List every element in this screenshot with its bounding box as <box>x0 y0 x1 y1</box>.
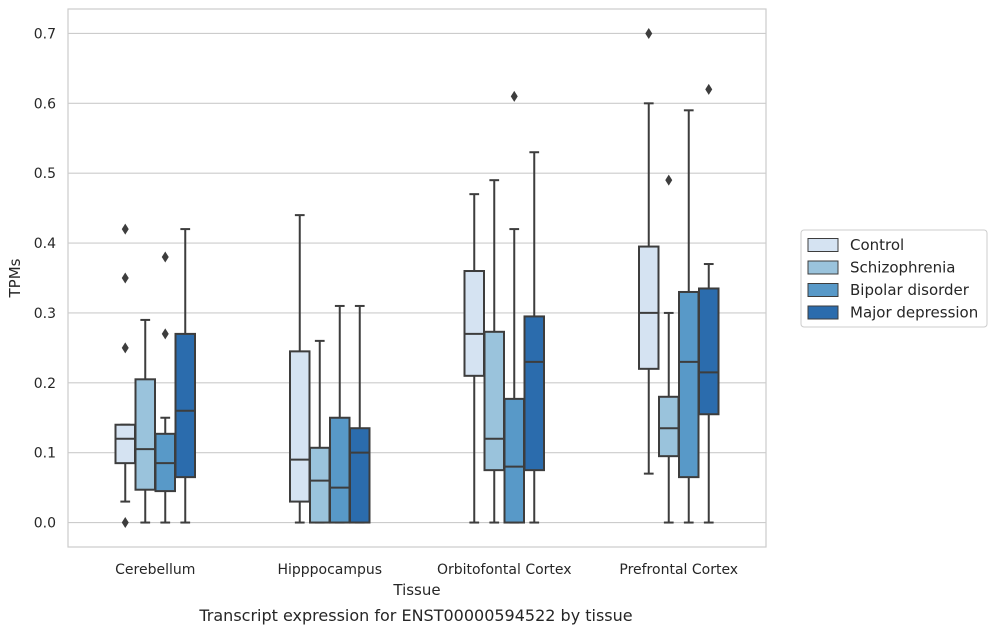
legend-swatch <box>807 260 839 275</box>
box-group <box>503 90 525 524</box>
y-tick-label: 0.6 <box>34 96 56 112</box>
box-iqr <box>114 423 136 465</box>
y-tick-label: 0.2 <box>34 376 56 392</box>
outlier-point <box>665 174 673 186</box>
y-tick-label: 0.1 <box>34 446 56 462</box>
x-tick-labels: Cerebellum Hipppocampus Orbitofontal Corte… <box>115 562 738 578</box>
legend-frame <box>800 229 988 328</box>
box-iqr <box>289 350 311 503</box>
y-tick-label: 0.3 <box>34 306 56 322</box>
outlier-point <box>645 27 653 39</box>
legend-swatch <box>807 238 839 252</box>
outlier-point <box>161 251 169 263</box>
box-group <box>678 109 700 524</box>
box-iqr <box>329 416 351 524</box>
box-group <box>134 318 156 524</box>
legend-swatch <box>807 283 839 297</box>
box-iqr <box>463 270 485 377</box>
outlier-point <box>705 83 713 95</box>
box-group <box>463 193 485 524</box>
box-iqr <box>658 395 680 458</box>
box-group <box>698 83 720 524</box>
legend: Control Schizophrenia Bipolar disorder Majo… <box>800 229 988 328</box>
legend-label: Control <box>850 236 904 254</box>
box-iqr <box>349 427 371 524</box>
box-iqr <box>638 245 660 370</box>
outlier-point <box>121 517 129 529</box>
x-tick-label: Cerebellum <box>115 562 195 578</box>
figure-caption: Transcript expression for ENST0000059452… <box>199 606 633 625</box>
x-tick-label: Orbitofontal Cortex <box>437 562 572 578</box>
outlier-point <box>121 342 129 354</box>
box-group <box>329 304 351 524</box>
y-tick-label: 0.7 <box>34 26 56 42</box>
outlier-point <box>121 223 129 235</box>
box-iqr <box>678 290 700 479</box>
box-iqr <box>134 378 156 491</box>
y-tick-label: 0.0 <box>34 516 56 532</box>
box-group <box>154 251 176 524</box>
x-axis-label: Tissue <box>392 581 440 599</box>
legend-label: Major depression <box>850 304 978 322</box>
box-group <box>483 179 505 524</box>
box-group <box>114 223 136 529</box>
y-tick-label: 0.5 <box>34 166 56 182</box>
box-iqr <box>523 315 545 472</box>
box-iqr <box>174 332 196 479</box>
box-group <box>349 304 371 524</box>
plot-area-frame <box>67 8 767 548</box>
box-group <box>289 214 311 524</box>
box-group <box>658 174 680 524</box>
outlier-point <box>121 272 129 284</box>
box-group <box>174 228 196 524</box>
box-group <box>523 151 545 524</box>
outlier-point <box>161 328 169 340</box>
box-iqr <box>698 287 720 416</box>
legend-label: Bipolar disorder <box>850 281 970 299</box>
box-iqr <box>503 397 525 524</box>
legend-swatch <box>807 305 839 320</box>
x-tick-label: Hipppocampus <box>277 562 382 578</box>
box-group <box>309 339 331 524</box>
box-series <box>114 27 720 529</box>
box-iqr <box>483 330 505 472</box>
y-tick-labels: 0.0 0.1 0.2 0.3 0.4 0.5 0.6 0.7 <box>34 26 56 531</box>
y-tick-label: 0.4 <box>34 236 56 252</box>
outlier-point <box>510 90 518 102</box>
legend-label: Schizophrenia <box>850 259 955 277</box>
y-axis-label: TPMs <box>6 258 24 298</box>
x-tick-label: Prefrontal Cortex <box>619 562 738 578</box>
box-iqr <box>309 446 331 524</box>
box-group <box>638 27 660 475</box>
